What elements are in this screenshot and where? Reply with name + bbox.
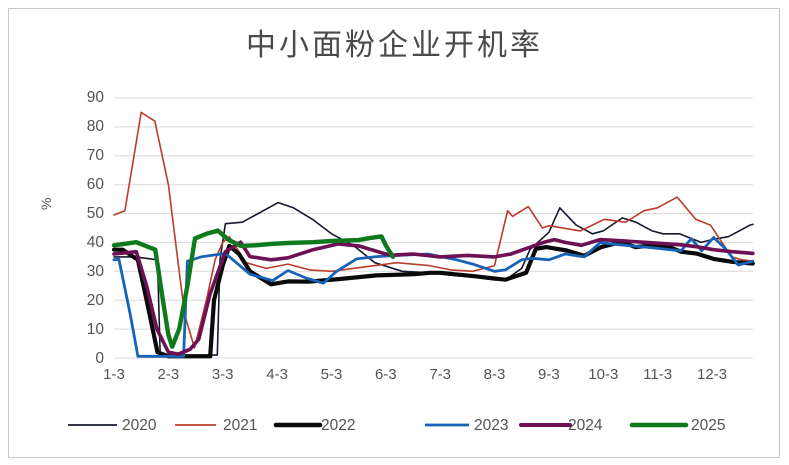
svg-text:12-3: 12-3 — [697, 366, 727, 383]
svg-text:8-3: 8-3 — [484, 366, 506, 383]
svg-text:2023: 2023 — [474, 417, 508, 434]
svg-text:7-3: 7-3 — [429, 366, 451, 383]
svg-text:2020: 2020 — [122, 417, 157, 434]
svg-text:2025: 2025 — [691, 417, 725, 434]
svg-text:1-3: 1-3 — [103, 366, 125, 383]
svg-text:90: 90 — [87, 89, 105, 106]
svg-text:2-3: 2-3 — [158, 366, 180, 383]
svg-text:2024: 2024 — [568, 417, 603, 434]
svg-text:20: 20 — [87, 292, 105, 309]
svg-text:9-3: 9-3 — [538, 366, 560, 383]
svg-text:2021: 2021 — [223, 417, 257, 434]
svg-text:60: 60 — [87, 176, 105, 193]
svg-text:10: 10 — [87, 321, 105, 338]
svg-text:6-3: 6-3 — [375, 366, 397, 383]
svg-text:80: 80 — [87, 118, 105, 135]
svg-text:4-3: 4-3 — [266, 366, 288, 383]
svg-text:11-3: 11-3 — [643, 366, 672, 383]
svg-text:30: 30 — [87, 263, 105, 280]
svg-text:70: 70 — [87, 147, 105, 164]
svg-text:40: 40 — [87, 234, 105, 251]
svg-text:0: 0 — [95, 350, 104, 367]
svg-text:2022: 2022 — [321, 417, 355, 434]
svg-text:50: 50 — [87, 205, 105, 222]
svg-text:3-3: 3-3 — [212, 366, 234, 383]
svg-text:5-3: 5-3 — [321, 366, 343, 383]
svg-text:10-3: 10-3 — [588, 366, 618, 383]
